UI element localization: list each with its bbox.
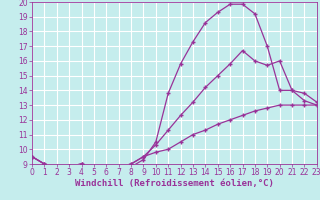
X-axis label: Windchill (Refroidissement éolien,°C): Windchill (Refroidissement éolien,°C)	[75, 179, 274, 188]
